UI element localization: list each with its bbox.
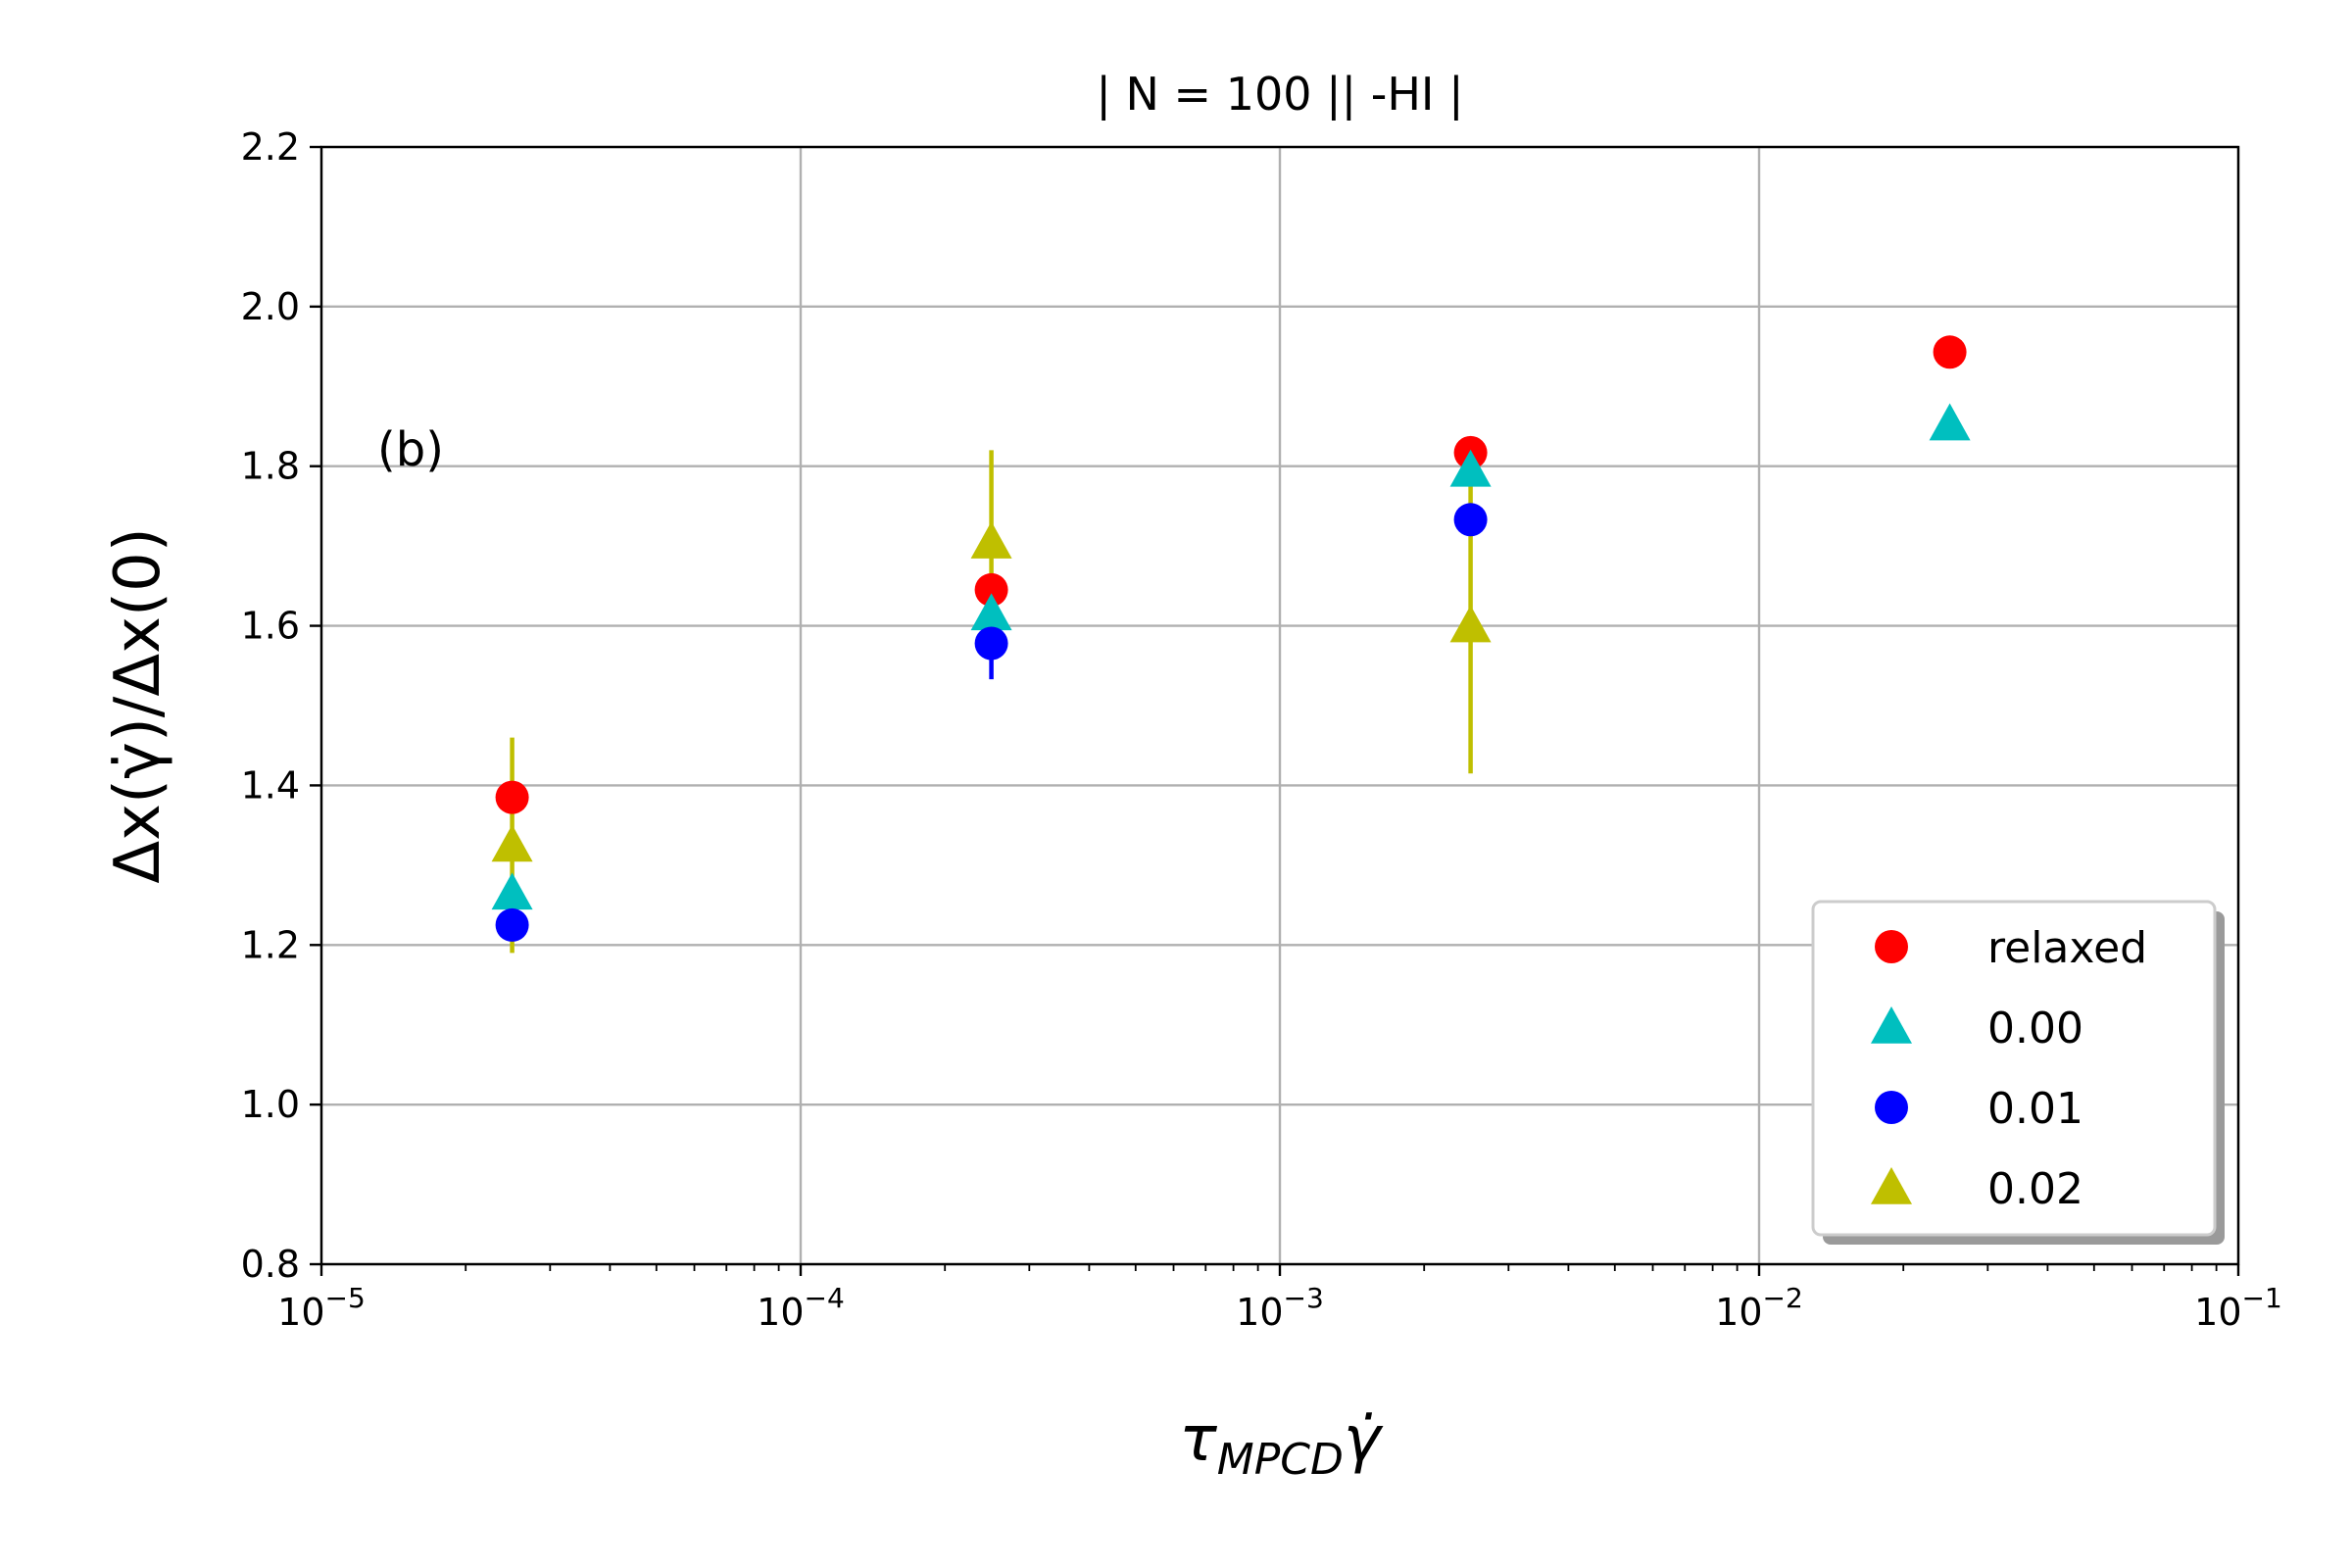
x-tick-base: 10	[757, 1291, 804, 1334]
legend-marker-0.00	[1871, 1006, 1912, 1044]
point-0.00-3	[1929, 403, 1971, 441]
x-axis-label-tau: τ	[1179, 1403, 1217, 1476]
x-tick-label-4: 10−1	[2194, 1282, 2282, 1334]
point-0.00-2	[1449, 449, 1492, 487]
x-tick-exponent: −1	[2242, 1282, 2282, 1314]
y-tick-label-1: 1.0	[241, 1083, 300, 1126]
point-0.00-0	[491, 872, 533, 910]
x-tick-exponent: −4	[805, 1282, 845, 1314]
x-tick-base: 10	[1236, 1291, 1283, 1334]
x-tick-exponent: −2	[1763, 1282, 1803, 1314]
y-tick-label-6: 2.0	[241, 285, 300, 328]
y-axis-label: Δx(γ̇)/Δx(0)	[102, 527, 174, 883]
x-tick-label-2: 10−3	[1236, 1282, 1324, 1334]
y-tick-label-7: 2.2	[241, 125, 300, 169]
x-tick-label-1: 10−4	[757, 1282, 845, 1334]
legend-box	[1811, 900, 2217, 1237]
minor-ticks	[465, 1264, 2218, 1271]
chart-title: | N = 100 || -HI |	[1096, 68, 1463, 122]
point-0.01-1	[974, 626, 1008, 661]
major-ticks	[310, 145, 2240, 1276]
x-axis-label: τMPCDγ̇	[1179, 1403, 1384, 1485]
legend: relaxed 0.00 0.01 0.02	[1811, 900, 2225, 1245]
point-0.00-1	[970, 593, 1012, 631]
legend-marker-relaxed	[1875, 930, 1908, 963]
legend-label-0.00: 0.00	[1987, 1004, 2083, 1054]
x-axis-label-subscript: MPCD	[1217, 1435, 1344, 1485]
tick-labels: 10−5 10−4 10−3 10−2 10−10.81.01.21.41.61.82.…	[241, 125, 2282, 1334]
y-tick-label-2: 1.2	[241, 923, 300, 966]
legend-label-0.02: 0.02	[1987, 1164, 2083, 1214]
x-tick-label-0: 10−5	[277, 1282, 366, 1334]
x-tick-base: 10	[2194, 1291, 2241, 1334]
legend-label-0.01: 0.01	[1987, 1084, 2083, 1134]
plot-frame	[319, 145, 2240, 1266]
x-axis-label-gamma-dot: γ̇	[1344, 1403, 1384, 1476]
panel-annotation: (b)	[377, 422, 444, 477]
legend-marker-0.01	[1875, 1091, 1908, 1124]
y-tick-label-3: 1.4	[241, 763, 300, 807]
x-tick-base: 10	[277, 1291, 324, 1334]
point-relaxed-0	[495, 780, 529, 814]
point-0.02-2	[1449, 605, 1492, 643]
x-tick-exponent: −3	[1284, 1282, 1324, 1314]
x-tick-label-3: 10−2	[1715, 1282, 1803, 1334]
legend-label-relaxed: relaxed	[1987, 923, 2147, 973]
point-0.01-0	[495, 907, 529, 942]
point-relaxed-1	[974, 572, 1008, 607]
point-0.01-2	[1453, 503, 1488, 537]
x-tick-exponent: −5	[325, 1282, 366, 1314]
point-0.02-0	[491, 824, 533, 862]
point-relaxed-3	[1933, 335, 1967, 369]
data-markers	[491, 335, 1971, 942]
x-tick-base: 10	[1715, 1291, 1762, 1334]
y-tick-label-4: 1.6	[241, 605, 300, 648]
y-tick-label-5: 1.8	[241, 445, 300, 488]
point-0.02-1	[970, 521, 1012, 559]
legend-marker-0.02	[1871, 1167, 1912, 1204]
y-tick-label-0: 0.8	[241, 1243, 300, 1286]
